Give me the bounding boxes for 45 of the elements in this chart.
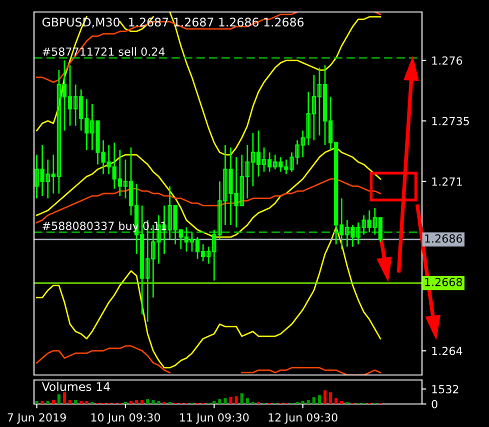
- bar: [234, 396, 238, 404]
- bar: [152, 400, 155, 404]
- bar: [80, 401, 83, 404]
- bar: [46, 401, 50, 404]
- bar: [323, 390, 327, 404]
- chart-title: Volumes 14: [42, 382, 110, 392]
- bar: [146, 399, 150, 404]
- bar: [340, 401, 344, 404]
- bar: [57, 394, 60, 404]
- line-series: [36, 178, 382, 224]
- bar: [334, 398, 338, 404]
- y-tick-label: 1.271: [432, 177, 462, 186]
- bar: [52, 400, 55, 404]
- y-tick-label: 1.264: [432, 346, 462, 356]
- bar: [35, 401, 38, 404]
- y-tick-label: 1.276: [432, 56, 462, 65]
- bar: [301, 401, 304, 404]
- bar: [318, 395, 321, 404]
- bar: [129, 401, 133, 404]
- bar: [85, 401, 88, 404]
- bar: [306, 400, 310, 404]
- x-tick-label: 10 Jun 09:30: [91, 413, 160, 424]
- x-tick-label: 7 Jun 2019: [8, 413, 66, 424]
- y-tick-label: 1.2735: [432, 116, 469, 126]
- x-tick-label: 11 Jun 09:30: [180, 413, 249, 424]
- bar: [68, 400, 72, 404]
- ref-line-label: 1.2668: [425, 278, 462, 286]
- bar: [224, 398, 227, 404]
- bar: [212, 401, 216, 404]
- bar: [74, 400, 78, 404]
- bar: [218, 399, 222, 404]
- x-tick-label: 12 Jun 09:30: [268, 413, 338, 424]
- bar: [246, 398, 249, 404]
- bar: [329, 392, 332, 404]
- ref-line-label: 1.2686: [425, 234, 462, 243]
- bar: [62, 392, 66, 404]
- bar: [312, 397, 316, 404]
- y-tick-label: 1532: [432, 384, 458, 394]
- y-tick-label: 0: [432, 400, 438, 408]
- bar: [240, 393, 244, 404]
- bar: [229, 397, 232, 404]
- bar: [40, 401, 44, 404]
- bar: [135, 400, 138, 404]
- bar: [140, 400, 144, 404]
- bar: [157, 401, 160, 404]
